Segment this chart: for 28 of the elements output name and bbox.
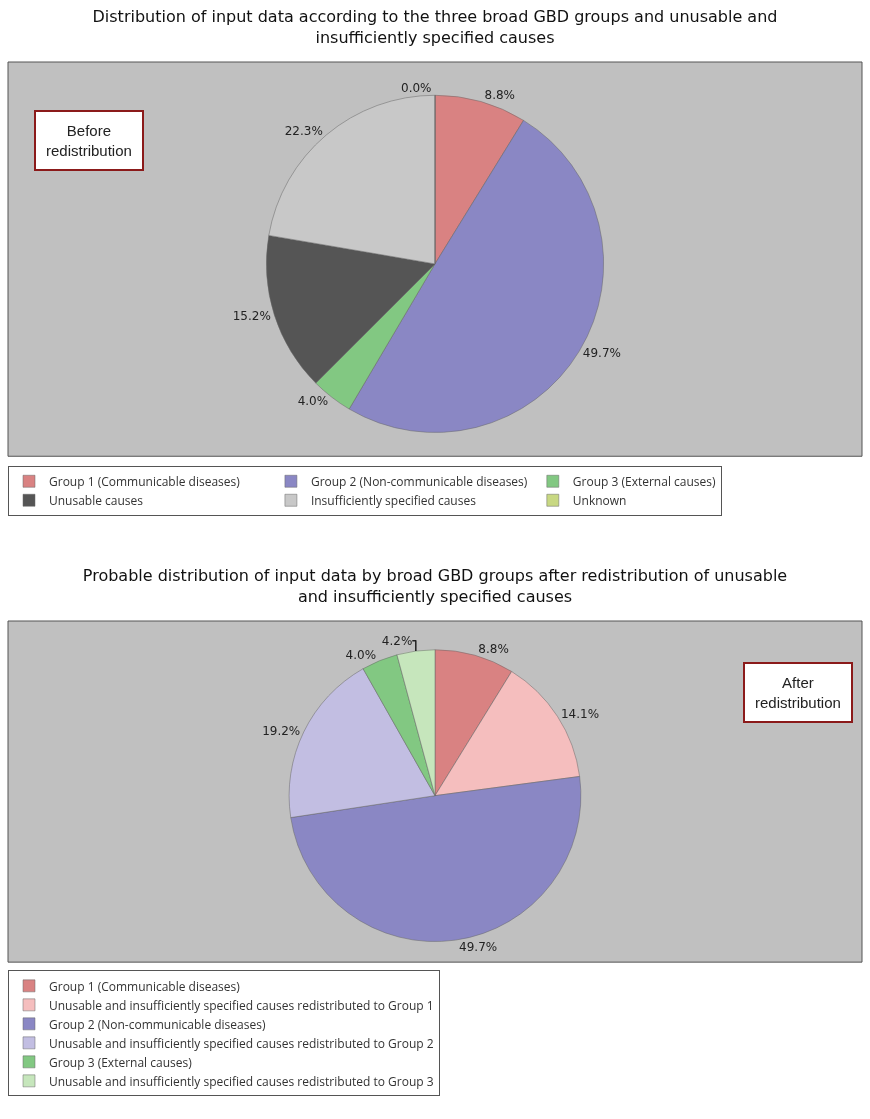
legend-label: Unusable and insufficiently specified causes redistributed to Group 2 xyxy=(49,1034,434,1052)
chart-title: Distribution of input data according to the three broad GBD groups and unusable and insufficiently specified causes xyxy=(92,6,778,47)
text: Before redistribution xyxy=(46,122,132,159)
chart-title: Probable distribution of input data by broad GBD groups after redistribution of unusable and insufficiently specified causes xyxy=(82,565,788,606)
data-label: 8.8% xyxy=(484,88,516,103)
data-label: 4.2% xyxy=(381,633,413,648)
data-label: 8.8% xyxy=(478,641,509,656)
data-label: 49.7% xyxy=(582,345,621,360)
legend-label: Group 1 (Communicable diseases) xyxy=(49,472,241,490)
legend-label: Group 2 (Non-communicable diseases) xyxy=(49,1015,266,1033)
legend-label: Unusable and insufficiently specified causes redistributed to Group 1 xyxy=(49,996,434,1014)
data-label: 15.2% xyxy=(232,308,271,323)
data-label: 4.0% xyxy=(297,394,329,409)
text: After redistribution xyxy=(755,674,841,711)
legend-label: Unknown xyxy=(572,491,627,509)
legend-label: Group 3 (External causes) xyxy=(572,472,716,490)
data-label: 4.0% xyxy=(345,647,377,662)
legend-label: Unusable and insufficiently specified causes redistributed to Group 3 xyxy=(49,1072,434,1090)
legend-label: Insufficiently specified causes xyxy=(310,491,477,509)
text: 0.0% xyxy=(401,81,432,96)
data-label: 14.1% xyxy=(560,707,600,722)
data-label: 49.7% xyxy=(459,939,498,954)
data-label: 22.3% xyxy=(284,123,323,138)
legend-label: Group 1 (Communicable diseases) xyxy=(49,977,241,995)
data-label: 19.2% xyxy=(262,723,301,738)
legend-label: Unusable causes xyxy=(49,491,144,509)
legend-label: Group 2 (Non-communicable diseases) xyxy=(310,472,528,490)
legend-label: Group 3 (External causes) xyxy=(49,1053,193,1071)
